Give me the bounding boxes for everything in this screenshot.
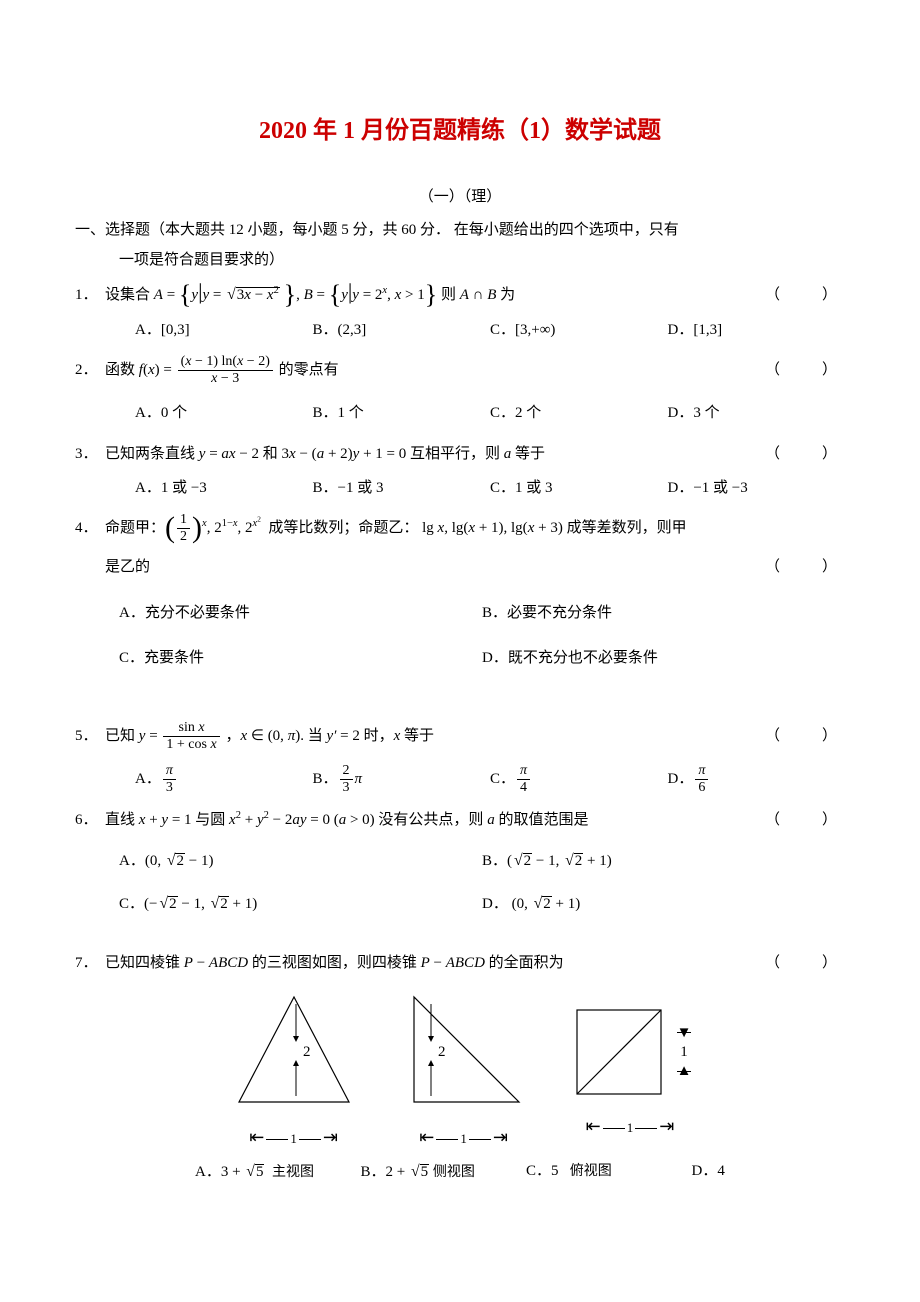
top-view: ▼ 1 ▲ 1	[569, 992, 692, 1152]
q4-options: A．充分不必要条件 B．必要不充分条件 C．充要条件 D．既不充分也不必要条件	[75, 591, 845, 681]
q5-opt-d: D．π6	[668, 760, 846, 799]
front-label: 主视图	[272, 1165, 314, 1180]
section-head-line1: 一、选择题（本大题共 12 小题，每小题 5 分，共 60 分． 在每小题给出的…	[75, 218, 845, 244]
question-7: 7． 已知四棱锥 P − ABCD 的三视图如图，则四棱锥 P − ABCD 的…	[75, 948, 845, 1188]
question-6: 6． 直线 x + y = 1 与圆 x2 + y2 − 2ay = 0 (a …	[75, 805, 845, 927]
q7-opt-a: A．3 + 5 主视图	[195, 1156, 349, 1188]
q1-opt-d: D．[1,3]	[668, 315, 846, 345]
q1-num: 1．	[75, 280, 105, 310]
q5-opt-b: B．23π	[313, 760, 491, 799]
answer-paren: （ ）	[765, 351, 845, 390]
question-3: 3． 已知两条直线 y = ax − 2 和 3x − (a + 2)y + 1…	[75, 439, 845, 503]
q6-opt-b: B．(2 − 1, 2 + 1)	[482, 839, 845, 883]
side-view-svg: 2	[399, 992, 529, 1112]
page-title: 2020 年 1 月份百题精练（1）数学试题	[75, 110, 845, 145]
front-width: 1	[290, 1126, 297, 1152]
q7-stem: 已知四棱锥 P − ABCD 的三视图如图，则四棱锥 P − ABCD 的全面积…	[105, 948, 564, 978]
q6-opt-a: A．(0, 2 − 1)	[119, 839, 482, 883]
q6-num: 6．	[75, 805, 105, 835]
q2-opt-d: D．3 个	[668, 394, 846, 433]
q5-opt-c: C．π4	[490, 760, 668, 799]
q7-opt-c: C．5 俯视图	[526, 1156, 680, 1188]
top-width: 1	[627, 1115, 634, 1141]
q2-num: 2．	[75, 351, 105, 390]
q2-opt-b: B．1 个	[313, 394, 491, 433]
top-label: 俯视图	[570, 1164, 612, 1179]
question-4: 4． 命题甲：(12)x, 21−x, 2x2 成等比数列；命题乙： lg x,…	[75, 509, 845, 681]
side-view: 2 1	[399, 992, 529, 1152]
top-view-svg	[569, 1002, 669, 1102]
q7-options: A．3 + 5 主视图 B．2 + 5 侧视图 C．5 俯视图 D．4	[75, 1156, 845, 1188]
q3-opt-d: D．−1 或 −3	[668, 473, 846, 503]
answer-paren: （ ）	[765, 439, 845, 469]
exam-page: 2020 年 1 月份百题精练（1）数学试题 （一）（理） 一、选择题（本大题共…	[0, 0, 920, 1234]
side-height: 2	[438, 1044, 446, 1060]
side-label: 侧视图	[433, 1165, 475, 1180]
q3-options: A．1 或 −3 B．−1 或 3 C．1 或 3 D．−1 或 −3	[75, 473, 845, 503]
q6-opt-c: C．(−2 − 1, 2 + 1)	[119, 882, 482, 926]
q5-stem: 已知 y = sin x1 + cos x ，x ∈ (0, π). 当 y′ …	[105, 717, 434, 756]
front-view: 2 1	[229, 992, 359, 1152]
q2-opt-c: C．2 个	[490, 394, 668, 433]
q2-opt-a: A．0 个	[135, 394, 313, 433]
q4-opt-a: A．充分不必要条件	[119, 591, 482, 636]
front-view-svg: 2	[229, 992, 359, 1112]
q4-opt-c: C．充要条件	[119, 636, 482, 681]
q1-opt-b: B．(2,3]	[313, 315, 491, 345]
q1-opt-c: C．[3,+∞)	[490, 315, 668, 345]
q4-opt-d: D．既不充分也不必要条件	[482, 636, 845, 681]
q4-line2: 是乙的	[105, 548, 150, 587]
answer-paren: （ ）	[765, 948, 845, 978]
three-view-figure: 2 1 2	[75, 992, 845, 1152]
q3-opt-c: C．1 或 3	[490, 473, 668, 503]
q2-tail: 的零点有	[279, 362, 339, 378]
side-width: 1	[460, 1126, 467, 1152]
q3-num: 3．	[75, 439, 105, 469]
question-1: 1． 设集合 A = {y|y = 3x − x2 }, B = {y|y = …	[75, 279, 845, 345]
subtitle: （一）（理）	[75, 185, 845, 206]
answer-paren: （ ）	[765, 548, 845, 587]
q5-opt-a: A．π3	[135, 760, 313, 799]
q3-opt-a: A．1 或 −3	[135, 473, 313, 503]
q2-stem: 函数 f(x) = (x − 1) ln(x − 2)x − 3 的零点有	[105, 351, 339, 390]
answer-paren: （ ）	[765, 280, 845, 310]
q5-options: A．π3 B．23π C．π4 D．π6	[75, 760, 845, 799]
q4-stem: 命题甲：(12)x, 21−x, 2x2 成等比数列；命题乙： lg x, lg…	[105, 509, 687, 548]
q6-opt-d: D． (0, 2 + 1)	[482, 882, 845, 926]
q7-num: 7．	[75, 948, 105, 978]
section-head-line2: 一项是符合题目要求的）	[75, 248, 845, 274]
front-height: 2	[303, 1044, 311, 1060]
question-2: 2． 函数 f(x) = (x − 1) ln(x − 2)x − 3 的零点有…	[75, 351, 845, 433]
q4-num: 4．	[75, 509, 105, 548]
q5-num: 5．	[75, 717, 105, 756]
q6-options: A．(0, 2 − 1) B．(2 − 1, 2 + 1) C．(−2 − 1,…	[75, 839, 845, 927]
answer-paren: （ ）	[765, 717, 845, 756]
q2-options: A．0 个 B．1 个 C．2 个 D．3 个	[75, 394, 845, 433]
q3-stem: 已知两条直线 y = ax − 2 和 3x − (a + 2)y + 1 = …	[105, 439, 545, 469]
answer-paren: （ ）	[765, 805, 845, 835]
q7-opt-b: B．2 + 5 侧视图	[361, 1156, 515, 1188]
q7-opt-d: D．4	[692, 1156, 846, 1188]
q1-options: A．[0,3] B．(2,3] C．[3,+∞) D．[1,3]	[75, 315, 845, 345]
q6-stem: 直线 x + y = 1 与圆 x2 + y2 − 2ay = 0 (a > 0…	[105, 805, 588, 835]
q1-opt-a: A．[0,3]	[135, 315, 313, 345]
q4-opt-b: B．必要不充分条件	[482, 591, 845, 636]
question-5: 5． 已知 y = sin x1 + cos x ，x ∈ (0, π). 当 …	[75, 717, 845, 799]
q3-opt-b: B．−1 或 3	[313, 473, 491, 503]
q1-stem: 设集合 A = {y|y = 3x − x2 }, B = {y|y = 2x,…	[105, 279, 515, 311]
